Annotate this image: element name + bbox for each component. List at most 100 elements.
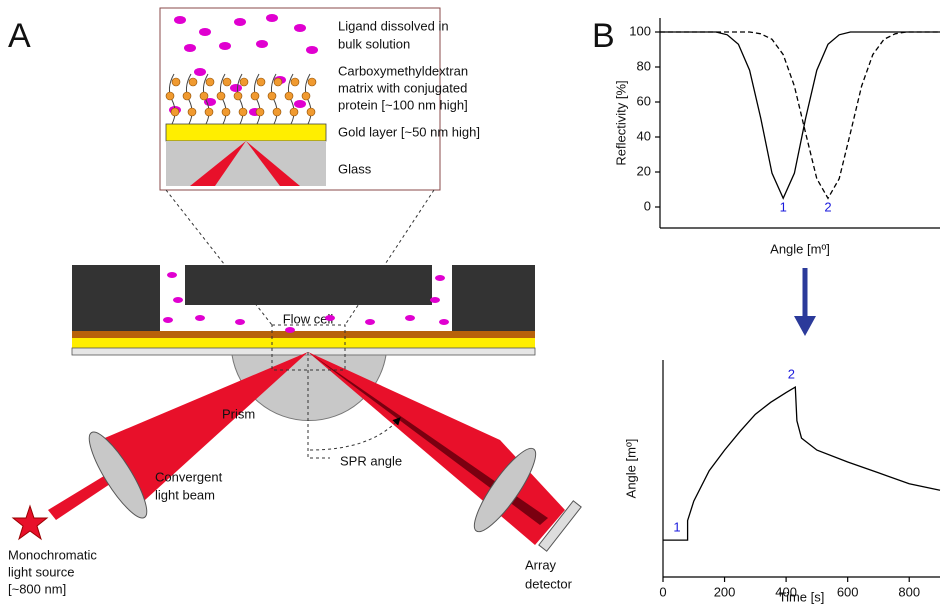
glass (166, 141, 326, 186)
gold-layer (165, 123, 327, 142)
inset-text: Glass (338, 161, 372, 176)
ligand (184, 44, 196, 52)
angle-arc (309, 417, 401, 451)
protein (301, 91, 311, 101)
protein (267, 91, 277, 101)
dextran-strand (185, 73, 193, 125)
protein (182, 91, 192, 101)
protein (187, 107, 197, 117)
protein (272, 107, 282, 117)
protein (250, 91, 260, 101)
protein (289, 107, 299, 117)
ligand (234, 18, 246, 26)
protein (165, 91, 175, 101)
protein (284, 91, 294, 101)
inset-text: bulk solution (338, 36, 410, 51)
x-tick-label: 0 (659, 584, 666, 599)
protein (290, 77, 300, 87)
protein (188, 77, 198, 87)
y-axis-label: Angle [mº] (623, 439, 638, 499)
ligand (167, 272, 177, 278)
panel-label: B (592, 17, 615, 55)
dextran-strand (219, 73, 227, 125)
lens (88, 431, 148, 519)
protein (307, 77, 317, 87)
label: SPR angle (340, 453, 402, 468)
beam (308, 352, 565, 545)
ligand (365, 319, 375, 325)
annotation: 2 (824, 200, 831, 215)
ligand (435, 275, 445, 281)
ligand (256, 40, 268, 48)
protein (171, 77, 181, 87)
ligand (294, 100, 306, 108)
annotation: 1 (673, 520, 680, 535)
x-axis-label: Angle [mº] (770, 241, 830, 256)
beam (190, 141, 246, 186)
dextran-strand (270, 73, 278, 125)
protein (273, 77, 283, 87)
gold-layer (72, 338, 535, 348)
array-detector (538, 500, 582, 552)
ligand (163, 317, 173, 323)
ligand (219, 42, 231, 50)
beam (246, 141, 300, 186)
ligand (230, 84, 242, 92)
label: Flow cell (283, 311, 334, 326)
ligand (235, 319, 245, 325)
panel-label: A (8, 17, 31, 55)
series-line (663, 385, 941, 541)
dextran-strand (253, 73, 261, 125)
label: Array (525, 557, 557, 572)
x-tick-label: 200 (714, 584, 736, 599)
protein (170, 107, 180, 117)
protein (199, 91, 209, 101)
protein (238, 107, 248, 117)
dextran-strand (236, 73, 244, 125)
protein (256, 77, 266, 87)
protein (205, 77, 215, 87)
dextran-strand (202, 73, 210, 125)
dextran-layer (72, 331, 535, 338)
protein (255, 107, 265, 117)
dextran-strand (304, 73, 312, 125)
y-tick-label: 40 (637, 128, 651, 143)
normal-line (307, 352, 330, 459)
ligand (294, 24, 306, 32)
label: light beam (155, 487, 215, 502)
y-axis-label: Reflectivity [%] (613, 80, 628, 165)
ligand (194, 68, 206, 76)
inset-text: Gold layer [~50 nm high] (338, 124, 480, 139)
y-tick-label: 0 (644, 198, 651, 213)
block (72, 265, 160, 331)
ligand (430, 297, 440, 303)
dextran-strand (168, 73, 176, 125)
ligand (405, 315, 415, 321)
ligand (195, 315, 205, 321)
lens (473, 447, 537, 533)
x-tick-label: 400 (775, 584, 797, 599)
ligand (266, 14, 278, 22)
ligand (439, 319, 449, 325)
series-line (660, 31, 940, 200)
ligand (173, 297, 183, 303)
y-tick-label: 100 (629, 23, 651, 38)
block (452, 265, 535, 331)
block (185, 265, 432, 305)
ligand (204, 98, 216, 106)
flow-cell: Flow cell Prism SPR angle Convergent lig… (8, 265, 582, 596)
beam-core (308, 352, 548, 525)
label: Convergent (155, 469, 223, 484)
dextran-strand (287, 73, 295, 125)
annotation: 1 (780, 200, 787, 215)
protein (216, 91, 226, 101)
label: Monochromatic (8, 547, 97, 562)
label: light source (8, 564, 74, 579)
zoom-line (165, 189, 273, 326)
ligand (199, 28, 211, 36)
label: Prism (222, 406, 255, 421)
label: detector (525, 576, 573, 591)
protein (221, 107, 231, 117)
y-tick-label: 20 (637, 163, 651, 178)
x-tick-label: 800 (898, 584, 920, 599)
